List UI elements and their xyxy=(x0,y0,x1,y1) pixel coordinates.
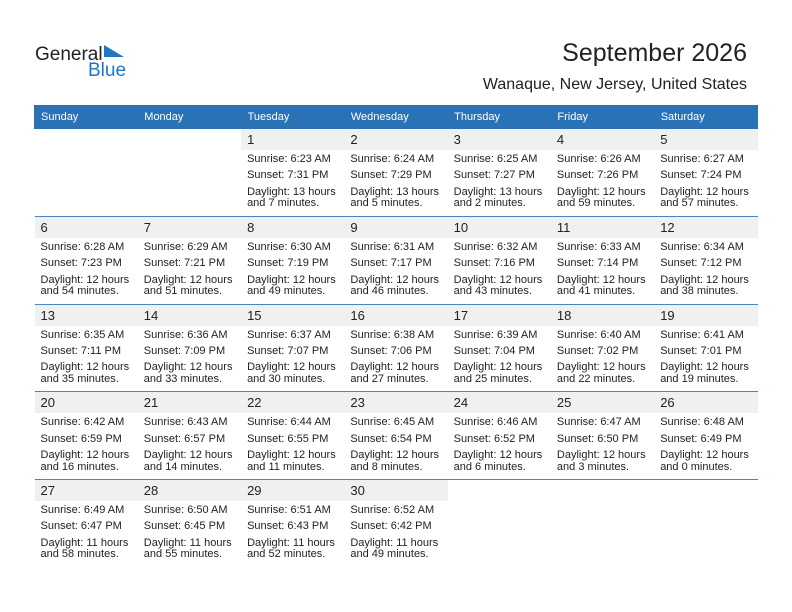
svg-text:Blue: Blue xyxy=(88,60,126,81)
